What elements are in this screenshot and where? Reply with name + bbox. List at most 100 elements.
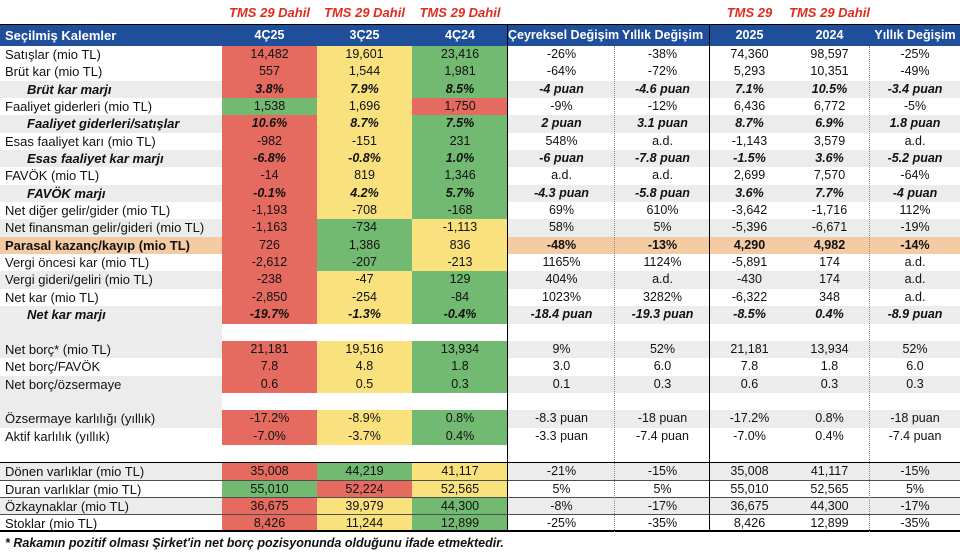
table-body: Satışlar (mio TL) 14,482 19,601 23,416 -26% -… bbox=[0, 46, 960, 532]
change-value-cell: 0.4% bbox=[789, 306, 870, 324]
quarter-value-cell: 1,750 bbox=[412, 98, 508, 116]
change-value-cell: 3.6% bbox=[710, 184, 789, 203]
table-row: Vergi gideri/geliri (mio TL) -238 -47 129 40… bbox=[0, 271, 960, 289]
change-value-cell: -1,716 bbox=[811, 203, 848, 218]
quarter-value-cell: 819 bbox=[317, 167, 412, 185]
change-value-cell: -5.2 puan bbox=[870, 150, 960, 168]
header-col: Yıllık Değişim bbox=[621, 28, 704, 42]
header-col: 4Ç25 bbox=[254, 28, 285, 42]
change-value-cell: 69% bbox=[548, 203, 575, 218]
change-value-cell: -7.8 puan bbox=[615, 150, 710, 168]
quarter-value-cell: 12,899 bbox=[412, 515, 508, 530]
change-value-cell: 7.1% bbox=[710, 80, 789, 99]
row-label: Net borç* (mio TL) bbox=[0, 340, 222, 359]
table-row: Dönen varlıklar (mio TL) 35,008 44,219 41,1… bbox=[0, 462, 960, 480]
change-value-cell: -17.2% bbox=[710, 410, 789, 428]
table-row: Net borç* (mio TL) 21,181 19,516 13,934 9% 52… bbox=[0, 340, 960, 359]
quarter-value-cell: -1,193 bbox=[222, 202, 317, 220]
change-value-cell bbox=[710, 323, 789, 341]
change-value-cell: 0.3 bbox=[870, 375, 960, 393]
change-value-cell: -3.4 puan bbox=[870, 80, 960, 99]
quarter-value-cell: -254 bbox=[317, 288, 412, 307]
quarter-value-cell: -982 bbox=[222, 132, 317, 151]
quarter-value-cell bbox=[412, 444, 508, 463]
change-value-cell: -18 puan bbox=[615, 410, 710, 428]
header-selected-items: Seçilmiş Kalemler bbox=[5, 28, 117, 43]
quarter-value-cell: -17.2% bbox=[222, 410, 317, 428]
quarter-value-cell: 3.8% bbox=[222, 80, 317, 99]
quarter-value-cell: 1,981 bbox=[412, 63, 508, 81]
change-value-cell: -4.3 puan bbox=[508, 184, 615, 203]
row-label: Net kar marjı bbox=[0, 306, 222, 324]
change-value-cell: 548% bbox=[545, 133, 578, 148]
change-value-cell: -35% bbox=[647, 516, 678, 530]
quarter-value-cell bbox=[317, 392, 412, 411]
change-value-cell: 21,181 bbox=[710, 340, 789, 359]
table-row: Brüt kar (mio TL) 557 1,544 1,981 -64% -72% 5,… bbox=[0, 63, 960, 81]
change-value-cell: 6,436 bbox=[733, 99, 766, 114]
change-value-cell: 8.7% bbox=[710, 115, 789, 133]
row-label: Brüt kar marjı bbox=[0, 80, 222, 99]
change-value-cell: -14% bbox=[870, 236, 960, 255]
quarter-value-cell: -207 bbox=[317, 254, 412, 272]
change-value-cell bbox=[615, 444, 710, 463]
quarter-value-cell: 0.8% bbox=[412, 410, 508, 428]
quarter-value-cell: -1,163 bbox=[222, 219, 317, 237]
change-value-cell bbox=[710, 392, 789, 411]
change-value-cell: 0.4% bbox=[815, 428, 844, 443]
change-value-cell: 174 bbox=[789, 271, 870, 289]
change-value-cell: 52% bbox=[615, 340, 710, 359]
change-value-cell: 8,426 bbox=[733, 516, 766, 530]
change-value-cell: 44,300 bbox=[789, 497, 870, 515]
change-value-cell: -5,396 bbox=[710, 219, 789, 237]
change-value-cell bbox=[789, 323, 870, 341]
change-value-cell: -6,322 bbox=[731, 289, 768, 304]
change-value-cell bbox=[789, 444, 870, 463]
table-row: Esas faaliyet kar marjı -6.8% -0.8% 1.0% -6 … bbox=[0, 150, 960, 168]
row-label: Vergi öncesi kar (mio TL) bbox=[5, 255, 150, 271]
change-value-cell: 10,351 bbox=[810, 64, 849, 79]
quarter-value-cell: 44,300 bbox=[412, 497, 508, 515]
quarter-value-cell: -0.8% bbox=[317, 150, 412, 168]
quarter-value-cell: 52,224 bbox=[317, 480, 412, 497]
change-value-cell: -8.9 puan bbox=[870, 306, 960, 324]
quarter-value-cell: -84 bbox=[412, 288, 508, 307]
row-label: Aktif karlılık (yıllık) bbox=[5, 428, 110, 444]
change-value-cell: 6,772 bbox=[813, 99, 846, 114]
row-label: Net borç/özsermaye bbox=[0, 375, 222, 393]
quarter-value-cell: 36,675 bbox=[222, 497, 317, 515]
change-value-cell: -3.3 puan bbox=[535, 428, 588, 443]
divider-annual-block bbox=[709, 24, 710, 532]
quarter-value-cell: 8.7% bbox=[317, 115, 412, 133]
quarter-value-cell: 836 bbox=[412, 236, 508, 255]
change-value-cell: 6.0 bbox=[906, 359, 924, 374]
change-value-cell: 3.0 bbox=[552, 359, 571, 374]
change-value-cell: 5,293 bbox=[733, 64, 766, 79]
quarter-value-cell: 55,010 bbox=[222, 480, 317, 497]
table-row: Brüt kar marjı 3.8% 7.9% 8.5% -4 puan -4.6 pu… bbox=[0, 80, 960, 99]
quarter-value-cell: -238 bbox=[222, 271, 317, 289]
quarter-value-cell: -6.8% bbox=[222, 150, 317, 168]
change-value-cell: 7.8 bbox=[740, 359, 759, 374]
change-value-cell: -15% bbox=[870, 463, 960, 480]
change-value-cell: 36,675 bbox=[710, 497, 789, 515]
change-value-cell: 112% bbox=[899, 203, 931, 218]
quarter-value-cell: 5.7% bbox=[412, 184, 508, 203]
quarter-value-cell bbox=[317, 444, 412, 463]
quarter-value-cell: 41,117 bbox=[412, 463, 508, 480]
quarter-value-cell: 7.5% bbox=[412, 115, 508, 133]
quarter-value-cell: 10.6% bbox=[222, 115, 317, 133]
row-label: Faaliyet giderleri (mio TL) bbox=[5, 99, 153, 115]
divider-annual-change bbox=[869, 46, 870, 532]
change-value-cell: -13% bbox=[615, 236, 710, 255]
tms29-note-4c25: TMS 29 Dahil bbox=[229, 5, 310, 20]
change-value-cell: -17% bbox=[870, 497, 960, 515]
quarter-value-cell: 1,346 bbox=[412, 167, 508, 185]
change-value-cell: 9% bbox=[508, 340, 615, 359]
change-value-cell: 1.8 puan bbox=[870, 115, 960, 133]
change-value-cell: a.d. bbox=[870, 271, 960, 289]
quarter-value-cell: 1,386 bbox=[317, 236, 412, 255]
quarter-value-cell: 4.8 bbox=[317, 358, 412, 376]
change-value-cell: 610% bbox=[646, 203, 679, 218]
table-row: Faaliyet giderleri (mio TL) 1,538 1,696 1,7… bbox=[0, 98, 960, 116]
